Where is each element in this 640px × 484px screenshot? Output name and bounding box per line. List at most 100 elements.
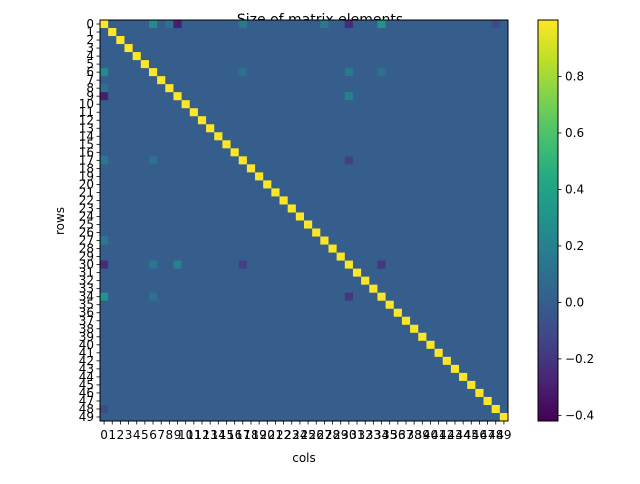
- heatmap-cell: [206, 156, 215, 165]
- heatmap-cell: [369, 220, 378, 229]
- heatmap-cell: [304, 332, 313, 342]
- heatmap-cell: [475, 164, 484, 173]
- heatmap-cell: [271, 92, 280, 101]
- heatmap-cell: [369, 300, 378, 310]
- heatmap-cell: [499, 116, 509, 125]
- heatmap-cell: [320, 44, 329, 53]
- heatmap-cell: [108, 404, 117, 414]
- heatmap-cell: [320, 28, 329, 37]
- heatmap-cell: [483, 316, 493, 326]
- heatmap-cell: [189, 92, 199, 101]
- heatmap-cell: [189, 116, 199, 125]
- heatmap-cell: [173, 380, 182, 390]
- heatmap-cell: [263, 404, 272, 414]
- heatmap-cell: [271, 156, 280, 165]
- heatmap-cell: [189, 68, 199, 77]
- y-tick-label: 46: [79, 386, 94, 400]
- heatmap-cell: [108, 356, 117, 366]
- heatmap-cell: [181, 140, 191, 149]
- heatmap-cell: [246, 276, 256, 286]
- heatmap-cell: [401, 284, 411, 294]
- heatmap-cell: [328, 60, 338, 69]
- y-tick-label: 12: [79, 113, 94, 127]
- heatmap-cell: [287, 284, 297, 294]
- heatmap-cell: [148, 300, 158, 310]
- heatmap-cell: [124, 332, 134, 342]
- heatmap-cell: [173, 140, 182, 149]
- heatmap-cell: [499, 244, 509, 253]
- heatmap-cell: [263, 172, 272, 181]
- heatmap-cell: [491, 316, 501, 326]
- heatmap-cell: [483, 412, 493, 422]
- heatmap-cell: [442, 284, 452, 294]
- heatmap-cell: [475, 300, 484, 310]
- heatmap-cell: [132, 412, 142, 422]
- heatmap-cell: [434, 76, 444, 85]
- heatmap-cell: [418, 164, 427, 173]
- heatmap-cell: [255, 364, 264, 374]
- heatmap-cell: [442, 220, 452, 229]
- heatmap-cell: [108, 388, 117, 398]
- heatmap-cell: [385, 140, 395, 149]
- heatmap-cell: [148, 84, 158, 93]
- heatmap-cell: [377, 68, 386, 77]
- heatmap-cell: [222, 52, 231, 61]
- heatmap-cell: [336, 252, 346, 261]
- heatmap-cell: [255, 60, 264, 69]
- heatmap-cell: [418, 300, 427, 310]
- heatmap-cell: [271, 356, 280, 366]
- heatmap-cell: [352, 412, 362, 422]
- heatmap-cell: [271, 268, 280, 278]
- heatmap-cell: [459, 244, 468, 253]
- heatmap-cell: [181, 356, 191, 366]
- heatmap-cell: [483, 372, 493, 382]
- heatmap-cell: [100, 116, 109, 125]
- heatmap-cell: [352, 100, 362, 109]
- heatmap-cell: [181, 132, 191, 141]
- heatmap-cell: [271, 132, 280, 141]
- heatmap-cell: [222, 228, 231, 237]
- heatmap-cell: [410, 36, 419, 45]
- heatmap-cell: [165, 388, 174, 398]
- heatmap-cell: [442, 404, 452, 414]
- heatmap-cell: [124, 220, 134, 229]
- heatmap-cell: [238, 36, 248, 45]
- heatmap-cell: [483, 284, 493, 294]
- heatmap-cell: [222, 356, 231, 366]
- heatmap-cell: [255, 164, 264, 173]
- heatmap-cell: [197, 404, 207, 414]
- heatmap-cell: [426, 244, 435, 253]
- heatmap-cell: [255, 324, 264, 334]
- heatmap-cell: [206, 244, 215, 253]
- heatmap-cell: [426, 76, 435, 85]
- heatmap-cell: [108, 324, 117, 334]
- heatmap-cell: [271, 236, 280, 245]
- heatmap-cell: [344, 356, 354, 366]
- heatmap-cell: [328, 140, 338, 149]
- heatmap-cell: [393, 68, 403, 77]
- heatmap-cell: [304, 372, 313, 382]
- heatmap-cell: [222, 28, 231, 37]
- heatmap-cell: [157, 364, 166, 374]
- heatmap-cell: [304, 148, 313, 157]
- heatmap-cell: [450, 60, 460, 69]
- heatmap-cell: [475, 92, 484, 101]
- y-tick-label: 40: [79, 338, 94, 352]
- heatmap-cell: [369, 172, 378, 181]
- heatmap-cell: [385, 36, 395, 45]
- heatmap-cell: [108, 380, 117, 390]
- heatmap-cell: [352, 76, 362, 85]
- heatmap-cell: [483, 228, 493, 237]
- heatmap-cell: [148, 388, 158, 398]
- heatmap-cell: [442, 300, 452, 310]
- heatmap-cell: [483, 276, 493, 286]
- heatmap-cell: [165, 148, 174, 157]
- heatmap-cell: [312, 324, 321, 334]
- heatmap-cell: [206, 148, 215, 157]
- y-tick-label: 2: [86, 33, 94, 47]
- heatmap-cell: [140, 220, 150, 229]
- heatmap-cell: [475, 364, 484, 374]
- heatmap-cell: [352, 164, 362, 173]
- heatmap-cell: [279, 92, 289, 101]
- heatmap-cell: [361, 108, 370, 117]
